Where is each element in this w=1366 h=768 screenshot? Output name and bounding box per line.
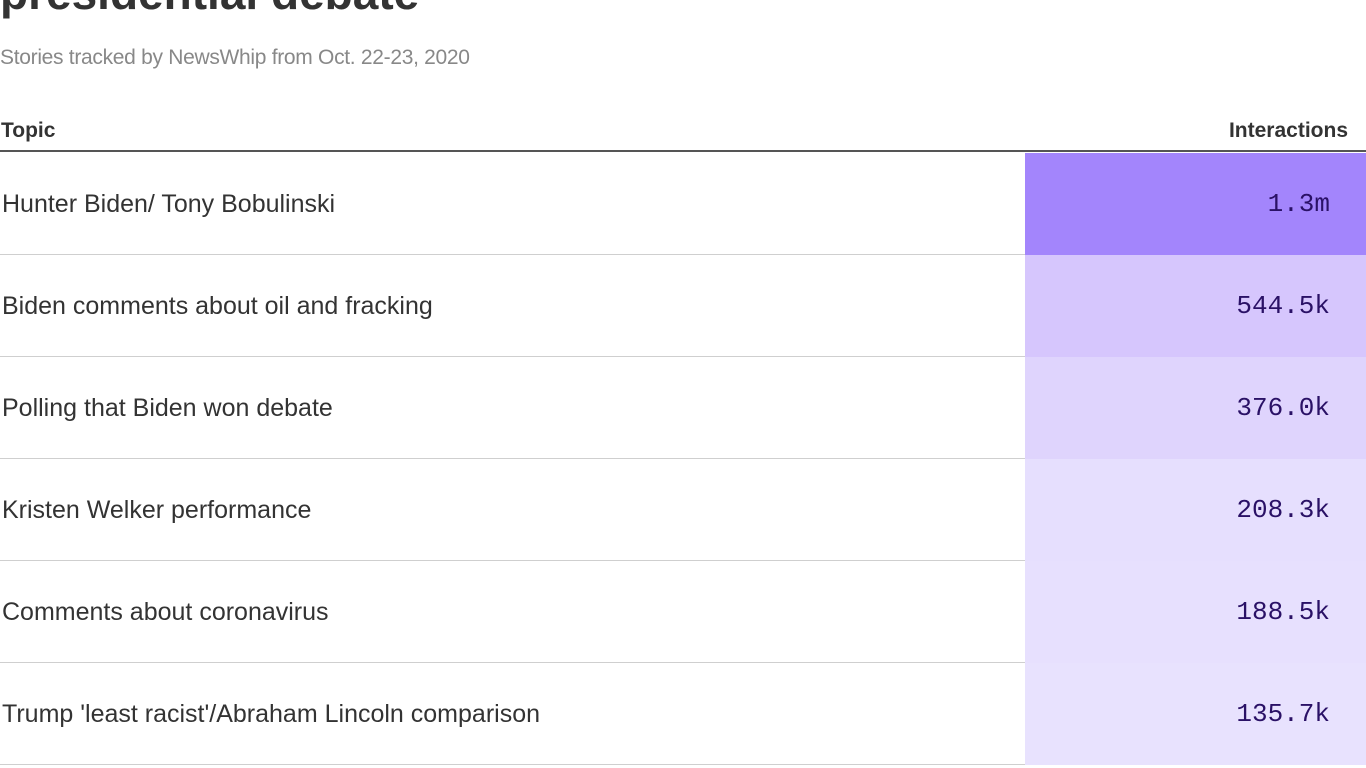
table-row: Biden comments about oil and fracking 544…: [0, 255, 1366, 357]
table-row: Comments about coronavirus 188.5k: [0, 561, 1366, 663]
column-header-topic: Topic: [1, 119, 56, 142]
column-header-interactions: Interactions: [1228, 119, 1348, 142]
table-body: Hunter Biden/ Tony Bobulinski 1.3m Biden c…: [0, 153, 1366, 765]
interactions-cell: 188.5k: [1025, 561, 1366, 663]
topic-cell: Polling that Biden won debate: [2, 394, 333, 422]
interactions-cell: 1.3m: [1025, 153, 1366, 255]
topic-cell: Trump 'least racist'/Abraham Lincoln com…: [2, 700, 541, 728]
table-row: Kristen Welker performance 208.3k: [0, 459, 1366, 561]
topic-cell: Comments about coronavirus: [2, 598, 329, 626]
interactions-table: Topic Interactions Hunter Biden/ Tony Bo…: [0, 112, 1366, 768]
interactions-cell: 544.5k: [1025, 255, 1366, 357]
topic-cell: Kristen Welker performance: [2, 496, 312, 524]
interactions-cell: 135.7k: [1025, 663, 1366, 765]
topic-cell: Biden comments about oil and fracking: [2, 292, 433, 320]
chart-title: presidential debate: [0, 0, 419, 16]
table-row: Trump 'least racist'/Abraham Lincoln com…: [0, 663, 1366, 765]
chart-subtitle: Stories tracked by NewsWhip from Oct. 22…: [0, 46, 470, 69]
interactions-cell: 376.0k: [1025, 357, 1366, 459]
topic-cell: Hunter Biden/ Tony Bobulinski: [2, 190, 336, 218]
table-row: Polling that Biden won debate 376.0k: [0, 357, 1366, 459]
table-header: Topic Interactions: [0, 112, 1366, 152]
interactions-cell: 208.3k: [1025, 459, 1366, 561]
table-row: Hunter Biden/ Tony Bobulinski 1.3m: [0, 153, 1366, 255]
